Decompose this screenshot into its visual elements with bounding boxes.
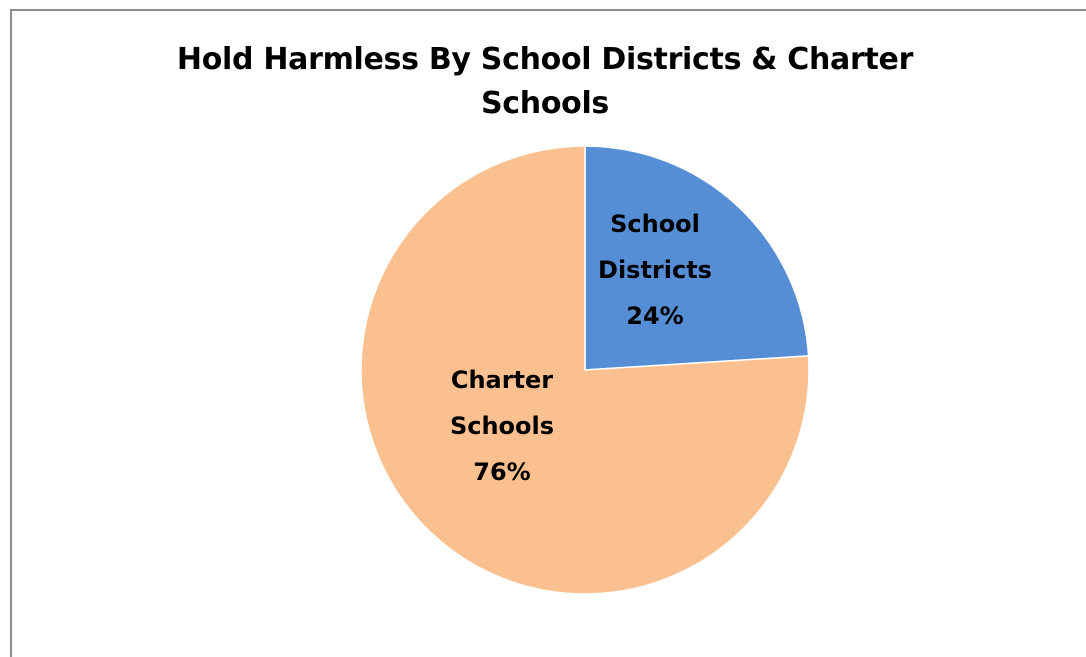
chart-title: Hold Harmless By School Districts & Char… — [176, 42, 914, 121]
pie-slice-charter-schools — [360, 145, 810, 595]
data-label-charter-schools: Charter Schools 76% — [450, 366, 554, 486]
pie-labels: School Districts 24% Charter Schools 76% — [450, 210, 712, 486]
data-label-school-districts: School Districts 24% — [598, 210, 712, 330]
pie-slice-school-districts — [584, 145, 810, 371]
pie-slices — [360, 145, 810, 595]
